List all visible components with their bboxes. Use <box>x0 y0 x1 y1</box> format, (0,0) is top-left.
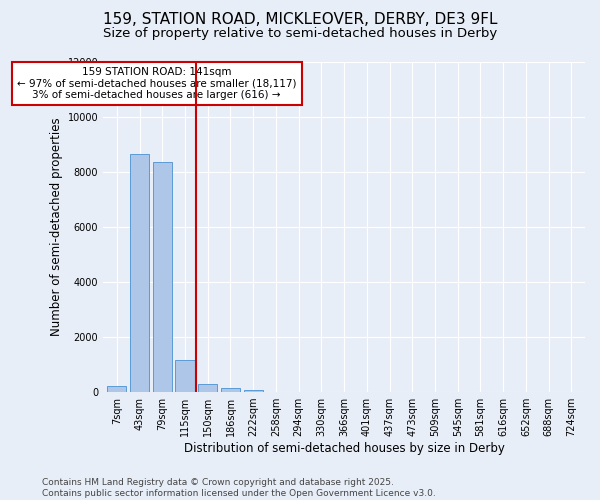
Bar <box>175 360 194 392</box>
Text: Contains HM Land Registry data © Crown copyright and database right 2025.
Contai: Contains HM Land Registry data © Crown c… <box>42 478 436 498</box>
X-axis label: Distribution of semi-detached houses by size in Derby: Distribution of semi-detached houses by … <box>184 442 505 455</box>
Bar <box>130 154 149 392</box>
Bar <box>152 162 172 392</box>
Bar <box>107 386 127 392</box>
Bar <box>244 390 263 392</box>
Bar <box>221 388 240 392</box>
Text: 159, STATION ROAD, MICKLEOVER, DERBY, DE3 9FL: 159, STATION ROAD, MICKLEOVER, DERBY, DE… <box>103 12 497 28</box>
Bar <box>198 384 217 392</box>
Text: 159 STATION ROAD: 141sqm
← 97% of semi-detached houses are smaller (18,117)
3% o: 159 STATION ROAD: 141sqm ← 97% of semi-d… <box>17 67 296 100</box>
Text: Size of property relative to semi-detached houses in Derby: Size of property relative to semi-detach… <box>103 28 497 40</box>
Y-axis label: Number of semi-detached properties: Number of semi-detached properties <box>50 118 64 336</box>
